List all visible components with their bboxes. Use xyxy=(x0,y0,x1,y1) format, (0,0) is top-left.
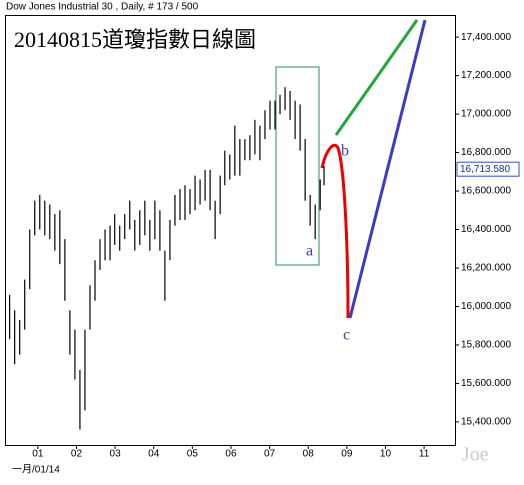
annotation-b: b xyxy=(341,143,349,160)
y-tick-label: 15,400.000 xyxy=(461,417,511,428)
x-tick-label: 09 xyxy=(341,449,353,460)
y-tick-label: 16,600.000 xyxy=(461,186,511,197)
watermark: Joe xyxy=(462,444,489,466)
x-tick-label: 07 xyxy=(264,449,276,460)
y-tick-label: 17,200.000 xyxy=(461,70,511,81)
y-tick-label: 17,400.000 xyxy=(461,32,511,43)
y-tick-label: 16,800.000 xyxy=(461,147,511,158)
y-tick-label: 15,600.000 xyxy=(461,378,511,389)
wave-b-c xyxy=(320,143,350,319)
last-price-label: 16,713.580 xyxy=(460,164,510,175)
x-tick-label: 11 xyxy=(419,449,430,460)
y-tick-label: 15,800.000 xyxy=(461,340,511,351)
y-tick-label: 16,200.000 xyxy=(461,263,511,274)
x-tick-label: 05 xyxy=(187,449,199,460)
y-tick-label: 16,000.000 xyxy=(461,301,511,312)
x-tick-label: 06 xyxy=(225,449,237,460)
chart-subtitle: 20140815道瓊指數日線圖 xyxy=(14,27,256,52)
x-tick-label: 03 xyxy=(110,449,122,460)
annotation-a: a xyxy=(306,243,313,260)
highlight-box xyxy=(275,66,320,266)
x-tick-label: 08 xyxy=(303,449,315,460)
last-price-box xyxy=(456,161,520,177)
date-label: 一月/01/14 xyxy=(12,464,60,476)
x-tick-label: 01 xyxy=(32,449,44,460)
wave-green xyxy=(334,19,419,136)
x-tick-label: 04 xyxy=(148,449,160,460)
x-tick-label: 10 xyxy=(380,449,392,460)
x-tick-label: 02 xyxy=(71,449,83,460)
wave-blue xyxy=(348,19,427,319)
chart-title: Dow Jones Industrial 30 , Daily, # 173 /… xyxy=(6,2,199,13)
y-tick-label: 16,400.000 xyxy=(461,224,511,235)
annotation-c: c xyxy=(343,327,350,344)
y-tick-label: 17,000.000 xyxy=(461,109,511,120)
